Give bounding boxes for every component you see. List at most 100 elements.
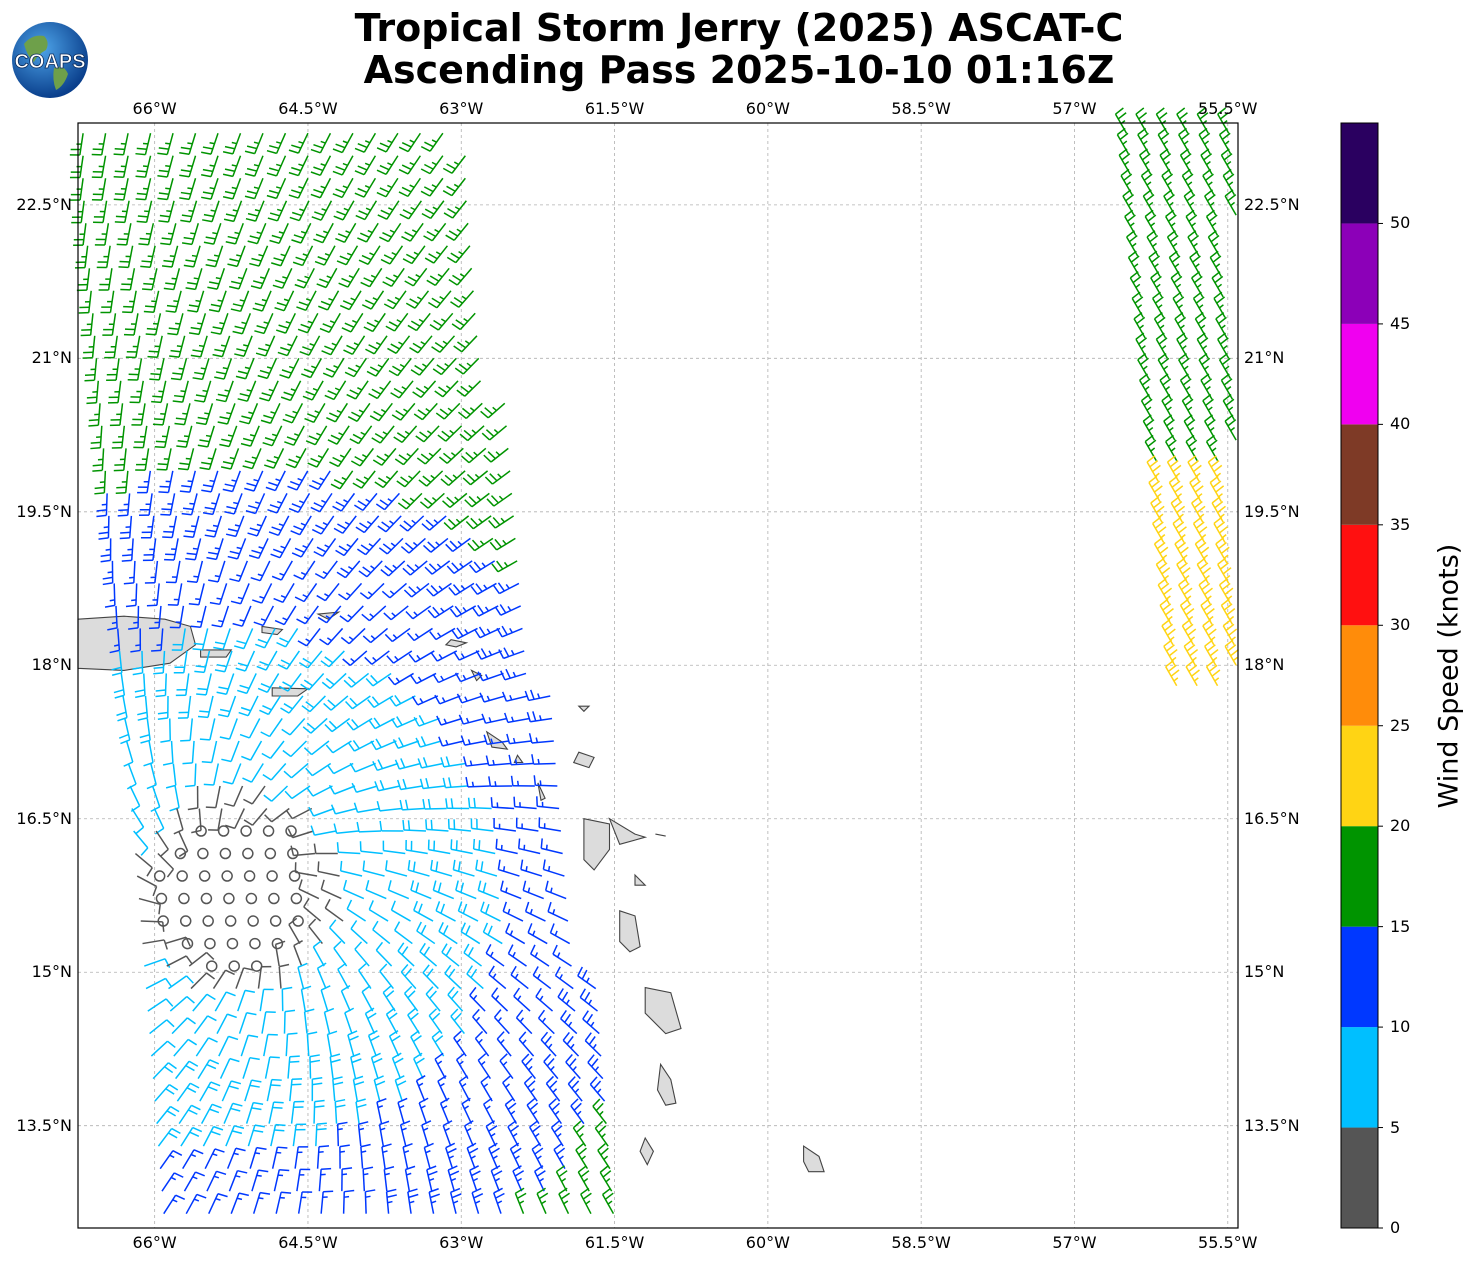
wind-barb-flag	[1204, 587, 1213, 595]
wind-barb-flag	[358, 1127, 365, 1131]
wind-barb-flag	[429, 324, 439, 331]
wind-barb-flag	[539, 1177, 545, 1182]
wind-barb-flag	[268, 189, 279, 195]
wind-barb-flag	[1168, 250, 1178, 259]
wind-barb-flag	[231, 1080, 242, 1085]
wind-barb-flag	[1135, 283, 1141, 288]
wind-barb-flag	[1178, 578, 1188, 586]
wind-barb-flag	[169, 255, 175, 258]
wind-barb-staff	[225, 1125, 235, 1147]
wind-barb-flag	[1171, 255, 1181, 263]
wind-barb-flag	[310, 825, 316, 836]
wind-barb-flag	[283, 391, 294, 397]
wind-barb-staff	[176, 1082, 191, 1102]
wind-barb-staff	[313, 807, 335, 817]
wind-barb-staff	[242, 1057, 251, 1079]
wind-barb-staff	[243, 628, 254, 649]
wind-barb-flag	[359, 592, 369, 600]
wind-barb-flag	[170, 1105, 180, 1113]
wind-barb-flag	[421, 523, 430, 531]
wind-barb-flag	[442, 167, 453, 174]
wind-barb-flag	[305, 390, 316, 396]
wind-barb-flag	[339, 1144, 350, 1148]
wind-barb-staff	[289, 717, 306, 736]
wind-barb-flag	[1201, 582, 1211, 591]
wind-barb-flag	[313, 166, 324, 172]
wind-barb-flag	[304, 417, 315, 424]
wind-barb-flag	[556, 1133, 562, 1138]
wind-barb-flag	[485, 1105, 491, 1110]
wind-barb-flag	[272, 284, 283, 289]
wind-barb-flag	[362, 454, 368, 458]
wind-barb-flag	[505, 583, 510, 589]
wind-barb-flag	[314, 410, 320, 414]
wind-barb-flag	[520, 859, 524, 870]
wind-barb-flag	[1187, 230, 1197, 238]
wind-barb-flag	[389, 590, 395, 595]
wind-barb-flag	[1186, 419, 1196, 427]
wind-barb-flag	[229, 1057, 240, 1063]
wind-barb-flag	[339, 860, 343, 871]
wind-barb-flag	[1136, 316, 1146, 325]
wind-barb-flag	[547, 901, 552, 912]
wind-barb-flag	[434, 342, 444, 349]
wind-barb-flag	[347, 676, 357, 685]
wind-barb-staff	[448, 828, 472, 832]
wind-barb-flag	[1163, 414, 1173, 422]
wind-barb-flag	[364, 140, 371, 144]
lat-tick-label-left: 18°N	[31, 655, 72, 675]
wind-barb-staff	[545, 1083, 561, 1102]
wind-barb-flag	[193, 277, 199, 280]
wind-barb-flag	[165, 1088, 175, 1095]
wind-barb-flag	[484, 476, 493, 485]
calm-circle	[240, 825, 252, 837]
wind-barb-flag	[298, 500, 305, 504]
wind-barb-flag	[390, 392, 400, 399]
wind-barb-staff	[311, 740, 330, 756]
wind-barb-flag	[1196, 505, 1206, 514]
wind-barb-flag	[448, 230, 459, 237]
wind-barb-flag	[1202, 168, 1212, 177]
wind-barb-staff	[269, 740, 285, 759]
wind-barb-flag	[361, 1150, 367, 1153]
wind-barb-flag	[1222, 345, 1228, 350]
wind-barb-flag	[222, 196, 234, 200]
wind-barb-flag	[244, 172, 255, 177]
wind-barb-flag	[1189, 201, 1195, 207]
wind-barb-flag	[269, 1056, 280, 1059]
wind-barb-flag	[1158, 513, 1164, 518]
wind-barb-flag	[497, 1017, 502, 1022]
wind-barb-flag	[303, 898, 310, 908]
wind-barb-flag	[257, 573, 263, 577]
wind-barb-flag	[1178, 127, 1188, 136]
wind-barb-flag	[1155, 283, 1161, 288]
wind-barb-flag	[329, 320, 336, 324]
wind-barb-staff	[251, 785, 266, 805]
wind-barb-flag	[539, 995, 544, 1001]
wind-barb-staff	[428, 848, 451, 855]
wind-barb-flag	[1179, 112, 1188, 120]
wind-barb-flag	[1199, 112, 1209, 120]
wind-barb-flag	[384, 1172, 390, 1176]
wind-barb-flag	[406, 564, 416, 573]
wind-barb-staff	[360, 1146, 364, 1169]
wind-barb-staff	[199, 605, 207, 628]
wind-barb-staff	[347, 1034, 355, 1057]
wind-barb-flag	[189, 502, 195, 505]
wind-barb-flag	[487, 451, 496, 460]
wind-barb-staff	[324, 907, 344, 922]
wind-barb-flag	[348, 636, 354, 641]
wind-barb-flag	[406, 632, 415, 641]
wind-barb-flag	[422, 363, 428, 368]
wind-barb-flag	[1167, 214, 1177, 222]
wind-barb-flag	[187, 164, 193, 168]
wind-barb-flag	[479, 692, 485, 703]
wind-barb-flag	[1191, 271, 1201, 279]
wind-barb-flag	[276, 641, 286, 648]
wind-barb-flag	[563, 1200, 569, 1205]
wind-barb-flag	[539, 780, 542, 786]
wind-barb-flag	[386, 1007, 395, 1015]
colorbar-bin	[1341, 223, 1378, 324]
wind-barb-staff	[422, 785, 445, 790]
wind-barb-flag	[1163, 189, 1173, 197]
